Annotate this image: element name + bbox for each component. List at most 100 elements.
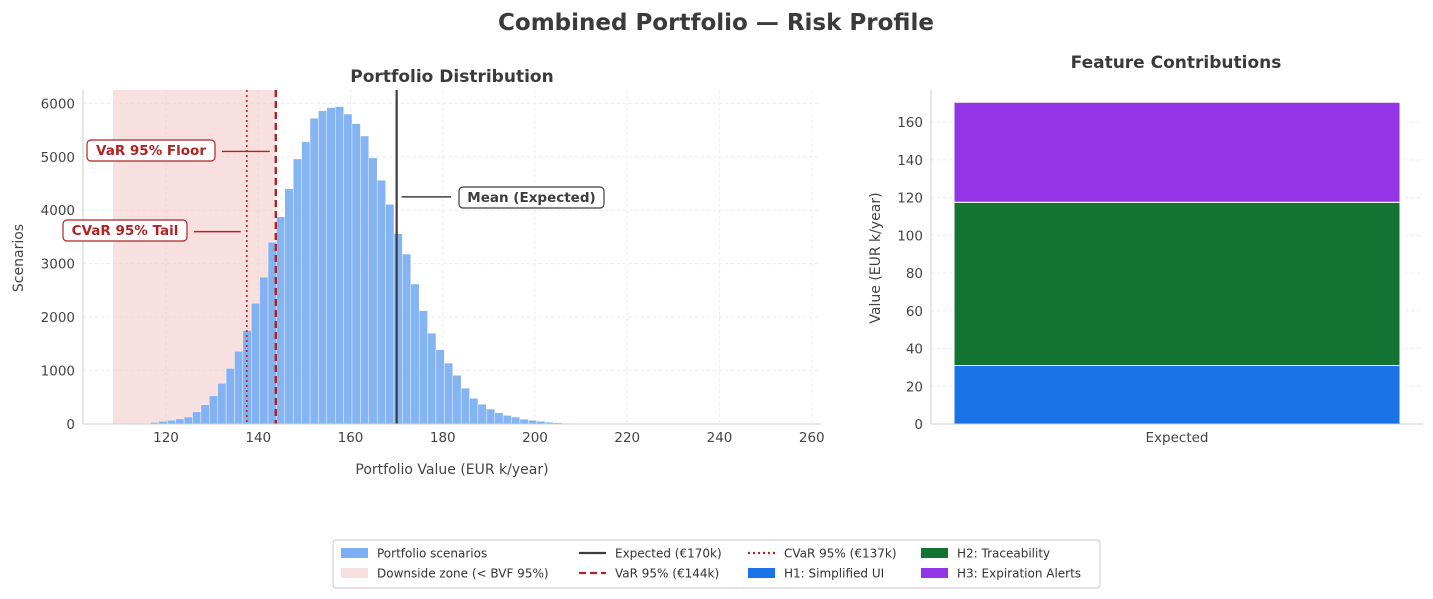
histogram-bar	[435, 349, 445, 425]
y-tick-label: 3000	[41, 257, 75, 273]
y-tick-label: 40	[906, 342, 923, 358]
stacked-bar-segments	[953, 101, 1401, 425]
y-tick-label: 0	[66, 417, 75, 433]
histogram-x-axis-label: Portfolio Value (EUR k/year)	[355, 462, 548, 478]
legend-label: VaR 95% (€144k)	[615, 567, 719, 581]
histogram-bar	[385, 204, 395, 425]
histogram-bar	[209, 395, 218, 425]
histogram-bars	[133, 106, 630, 425]
x-tick-label: 220	[614, 430, 640, 446]
histogram-y-axis-label: Scenarios	[11, 224, 27, 292]
legend-label: Expected (€170k)	[615, 547, 722, 561]
x-tick-label: Expected	[1146, 430, 1209, 446]
histogram-bar	[427, 332, 437, 425]
y-tick-label: 0	[914, 417, 923, 433]
annotation-box	[86, 139, 216, 162]
histogram-bar	[444, 362, 453, 425]
x-tick-label: 140	[245, 430, 271, 446]
stacked-bar-title: Feature Contributions	[1071, 53, 1282, 73]
histogram-bar	[460, 387, 470, 425]
histogram-bar	[477, 404, 487, 425]
histogram-bar	[393, 233, 403, 425]
histogram-bar	[200, 404, 210, 425]
legend-swatch	[341, 548, 368, 558]
histogram-bar	[301, 141, 311, 425]
stacked-bar-segment	[953, 365, 1401, 425]
y-tick-label: 4000	[41, 203, 75, 219]
histogram-bar	[519, 418, 529, 425]
legend-label: H1: Simplified UI	[784, 567, 884, 581]
legend-swatch	[748, 568, 775, 578]
feature-contributions-panel: Feature Contributions Value (EUR k/year)…	[868, 53, 1423, 446]
y-tick-label: 5000	[41, 150, 75, 166]
stacked-bar-segment	[953, 201, 1401, 367]
histogram-bar	[318, 110, 328, 425]
histogram-bar	[494, 412, 504, 425]
reference-lines	[245, 90, 398, 424]
y-tick-label: 1000	[41, 364, 75, 380]
y-tick-label: 80	[906, 266, 923, 282]
histogram-bar	[351, 123, 361, 425]
histogram-bar	[418, 310, 428, 425]
histogram-bar	[284, 188, 294, 425]
histogram-bar	[410, 283, 420, 425]
histogram-bar	[192, 411, 202, 425]
legend-swatch	[921, 568, 948, 578]
legend-swatch	[341, 568, 368, 578]
histogram-bar	[486, 408, 495, 425]
y-tick-label: 20	[906, 379, 923, 395]
histogram-bar	[502, 415, 512, 425]
legend-label: CVaR 95% (€137k)	[784, 547, 897, 561]
annotation-box	[62, 219, 188, 242]
histogram-bar	[376, 180, 386, 425]
histogram-bar	[225, 368, 235, 425]
y-tick-label: 100	[897, 228, 923, 244]
histogram-bar	[452, 375, 462, 425]
histogram-bar	[511, 416, 521, 425]
histogram-bar	[251, 303, 260, 425]
y-tick-label: 60	[906, 304, 923, 320]
y-tick-label: 6000	[41, 96, 75, 112]
annotation-box	[458, 186, 605, 209]
histogram-bar	[276, 216, 286, 425]
histogram-bar	[360, 135, 369, 425]
stacked-bar-y-axis-label: Value (EUR k/year)	[868, 192, 884, 323]
y-tick-label: 2000	[41, 310, 75, 326]
y-tick-label: 140	[897, 153, 923, 169]
histogram-bar	[167, 420, 176, 425]
histogram-bar	[402, 253, 411, 425]
legend-label: Downside zone (< BVF 95%)	[377, 567, 549, 581]
histogram-bar	[175, 418, 185, 425]
x-tick-label: 180	[430, 430, 456, 446]
annotation-label: Mean (Expected)	[467, 190, 595, 206]
y-tick-label: 120	[897, 191, 923, 207]
x-tick-label: 260	[799, 430, 825, 446]
stacked-bar-ticks: 0 20 40 60 80 100 120 140 160 Expected	[897, 115, 1208, 446]
histogram-bar	[335, 106, 344, 425]
annotation-label: CVaR 95% Tail	[72, 223, 179, 239]
legend-swatch	[921, 548, 948, 558]
histogram-axes	[82, 90, 821, 425]
histogram-bar	[528, 420, 537, 425]
portfolio-distribution-panel: Portfolio Distribution Portfolio Value (…	[11, 67, 825, 478]
histogram-bar	[309, 118, 319, 425]
figure-suptitle: Combined Portfolio — Risk Profile	[498, 10, 934, 36]
annotation-label: VaR 95% Floor	[96, 143, 206, 159]
histogram-bar	[242, 330, 252, 425]
x-tick-label: 160	[338, 430, 364, 446]
histogram-bar	[343, 113, 353, 425]
legend-label: H3: Expiration Alerts	[957, 567, 1081, 581]
x-tick-label: 120	[153, 430, 179, 446]
histogram-ticks: 0 1000 2000 3000 4000 5000 6000 120 140 160 180 200…	[41, 96, 825, 446]
stacked-bar-segment	[953, 101, 1401, 203]
histogram-bar	[234, 351, 244, 425]
histogram-bar	[469, 398, 479, 425]
histogram-bar	[217, 383, 227, 425]
legend-label: Portfolio scenarios	[377, 547, 487, 561]
legend-label: H2: Traceability	[957, 547, 1050, 561]
legend-frame	[332, 539, 1101, 589]
x-tick-label: 240	[707, 430, 733, 446]
stacked-bar-axes	[930, 90, 1423, 425]
figure-legend: Portfolio scenarios Downside zone (< BVF …	[332, 539, 1101, 589]
